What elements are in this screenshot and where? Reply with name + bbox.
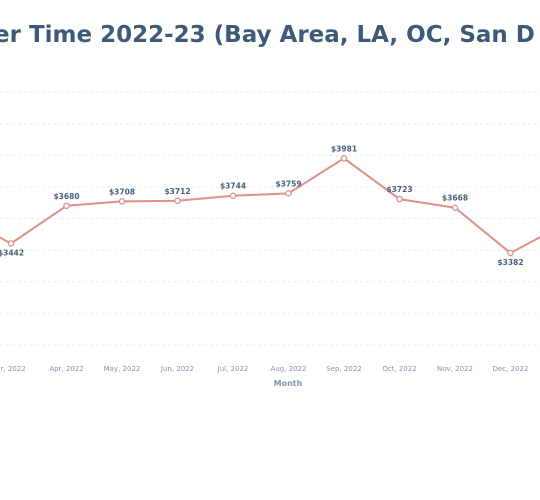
data-point [396, 195, 403, 203]
x-tick-label: May, 2022 [104, 365, 141, 373]
grid [0, 91, 540, 346]
data-point [507, 249, 514, 257]
x-tick-labels: ar, 2022 Apr, 2022 May, 2022 Jun, 2022 Jul, … [0, 365, 528, 373]
data-label: $3759 [275, 179, 301, 188]
x-tick-label: Nov, 2022 [437, 365, 473, 373]
series-lines [0, 157, 540, 254]
data-label: $3680 [53, 192, 79, 201]
x-tick-label: Sep, 2022 [326, 365, 361, 373]
x-tick-label: ar, 2022 [0, 365, 26, 373]
x-tick-label: Dec, 2022 [493, 365, 529, 373]
chart-title: er Time 2022-23 (Bay Area, LA, OC, San D [0, 22, 535, 48]
data-label: $3723 [386, 185, 412, 194]
data-point [229, 192, 237, 199]
data-point [63, 202, 70, 210]
data-label: $3712 [164, 187, 190, 196]
data-point [285, 190, 292, 197]
data-label: $3708 [109, 187, 135, 196]
data-label: $3668 [442, 194, 468, 203]
series-line [0, 157, 540, 254]
data-label: $3981 [331, 144, 357, 153]
x-tick-label: Jul, 2022 [217, 365, 249, 373]
data-points [7, 155, 514, 257]
x-axis-title: Month [274, 379, 303, 388]
data-labels: $3442 $3680 $3708 $3712 $3744 $3759 $3981 $3723… [0, 144, 524, 267]
data-point [340, 155, 348, 162]
data-label: $3382 [497, 258, 523, 267]
data-point [118, 198, 126, 205]
data-point [451, 204, 459, 211]
data-point [7, 240, 15, 247]
x-tick-label: Oct, 2022 [382, 365, 416, 373]
x-tick-label: Jun, 2022 [160, 365, 194, 373]
x-tick-label: Aug, 2022 [271, 365, 307, 373]
data-point [174, 197, 181, 205]
x-tick-label: Apr, 2022 [49, 365, 83, 373]
data-label: $3744 [220, 182, 246, 191]
data-label: $3442 [0, 248, 24, 257]
